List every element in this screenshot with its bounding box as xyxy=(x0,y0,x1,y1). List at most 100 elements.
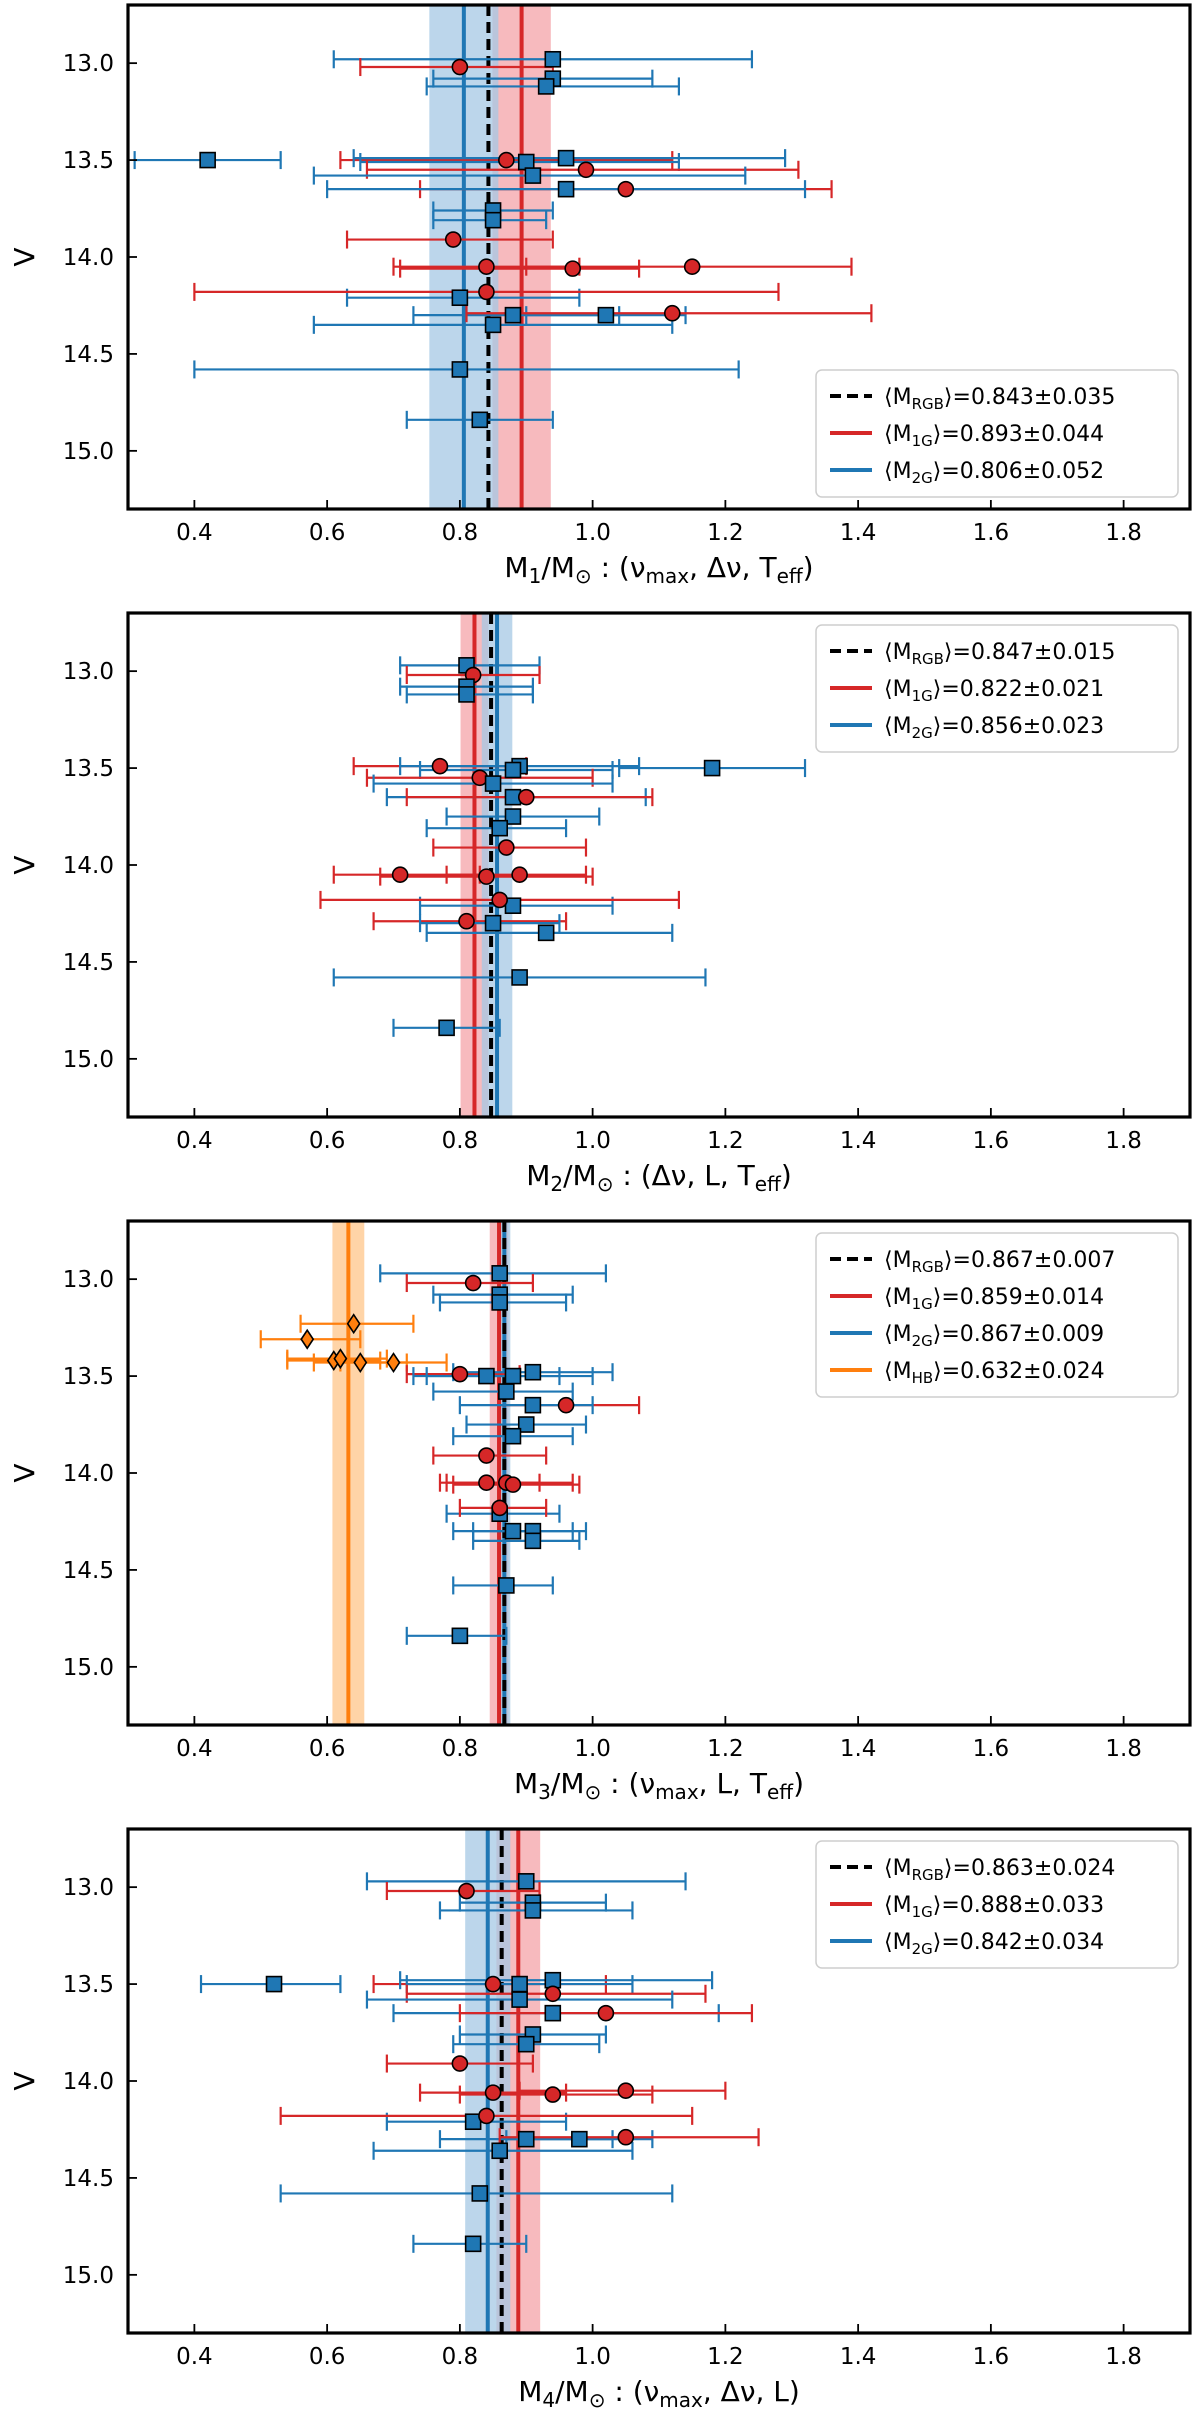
x-tick-label: 1.4 xyxy=(840,1128,877,1154)
x-tick-label: 1.4 xyxy=(840,520,877,546)
data-point-2g xyxy=(544,2004,562,2022)
legend-entry-1g: ⟨M1G⟩=0.888±0.033 xyxy=(884,1893,1104,1921)
legend-entry-rgb: ⟨MRGB⟩=0.843±0.035 xyxy=(884,385,1115,413)
data-point-2g xyxy=(451,1627,469,1645)
x-label-subscript: eff xyxy=(767,1780,794,1804)
x-label-text: /M xyxy=(551,1767,585,1800)
legend-entry-hb: ⟨MHB⟩=0.632±0.024 xyxy=(884,1359,1105,1387)
x-tick-label: 0.6 xyxy=(309,520,346,546)
data-point-2g xyxy=(524,1363,542,1381)
y-tick-label: 15.0 xyxy=(63,1655,114,1681)
data-point-2g xyxy=(484,775,502,792)
legend-subscript: 2G xyxy=(912,1332,933,1350)
y-tick-label: 14.5 xyxy=(63,950,114,976)
data-point-2g xyxy=(491,1294,509,1311)
data-point-1g xyxy=(478,283,495,301)
x-label-text: : ( xyxy=(592,551,630,584)
legend: ⟨MRGB⟩=0.843±0.035 ⟨M1G⟩=0.893±0.044 ⟨M2G⟩… xyxy=(815,369,1179,498)
data-point-hb xyxy=(333,1348,348,1370)
data-point-1g xyxy=(597,2004,615,2022)
data-point-1g xyxy=(498,151,515,169)
legend-symbol: ⟨M xyxy=(884,385,912,410)
data-point-2g xyxy=(438,1019,455,1037)
y-tick-label: 13.0 xyxy=(63,1267,114,1293)
data-point-2g xyxy=(703,759,721,777)
y-tick-label: 13.5 xyxy=(63,1972,114,1998)
x-label-symbol: M xyxy=(514,1767,538,1800)
data-point-2g xyxy=(478,1367,495,1385)
data-point-1g xyxy=(444,231,462,248)
x-label-subscript: max xyxy=(645,564,689,588)
data-point-1g xyxy=(451,58,469,76)
legend-box xyxy=(815,369,1179,498)
x-tick-label: 0.8 xyxy=(442,1128,479,1154)
legend-entry-1g: ⟨M1G⟩=0.893±0.044 xyxy=(884,422,1104,450)
data-point-1g xyxy=(458,912,475,930)
x-tick-label: 1.2 xyxy=(707,1128,744,1154)
data-point-1g xyxy=(491,1499,509,1517)
legend-symbol: ⟨M xyxy=(884,1248,912,1273)
x-label-text: , Δν, T xyxy=(689,551,777,584)
data-point-2g xyxy=(504,808,522,825)
legend-value: ⟩=0.843±0.035 xyxy=(944,385,1115,410)
data-point-2g xyxy=(524,1532,542,1550)
x-label-text: ν xyxy=(630,551,646,584)
legend-subscript: RGB xyxy=(912,650,944,668)
data-point-1g xyxy=(478,1474,495,1491)
data-point-1g xyxy=(451,1365,469,1383)
y-axis-label: V xyxy=(8,2071,41,2090)
x-tick-label: 0.6 xyxy=(309,1736,346,1762)
data-point-2g xyxy=(265,1975,283,1993)
x-tick-label: 1.0 xyxy=(574,2344,611,2370)
data-point-1g xyxy=(544,1985,562,2003)
y-tick-label: 14.0 xyxy=(63,2069,114,2095)
x-tick-label: 0.6 xyxy=(309,1128,346,1154)
legend-subscript: 1G xyxy=(912,432,933,450)
data-point-hb xyxy=(353,1352,368,1373)
x-tick-label: 0.4 xyxy=(176,1128,213,1154)
data-point-hb xyxy=(300,1328,315,1350)
data-point-2g xyxy=(498,1383,515,1400)
data-point-2g xyxy=(491,819,509,837)
data-point-2g xyxy=(504,761,522,779)
x-label-subscript: max xyxy=(655,1780,699,1804)
data-point-2g xyxy=(524,167,542,184)
x-tick-label: 1.6 xyxy=(973,1128,1010,1154)
legend-entry-2g: ⟨M2G⟩=0.867±0.009 xyxy=(884,1322,1104,1350)
legend: ⟨MRGB⟩=0.867±0.007⟨M1G⟩=0.859±0.014⟨M2G⟩… xyxy=(815,1232,1179,1398)
data-point-1g xyxy=(544,2086,562,2103)
legend-value: ⟩=0.867±0.007 xyxy=(944,1248,1115,1273)
data-point-1g xyxy=(511,866,528,883)
data-point-2g xyxy=(484,316,502,334)
legend-box xyxy=(815,1232,1179,1398)
legend-symbol: ⟨M xyxy=(884,640,912,665)
legend-subscript: RGB xyxy=(912,1258,944,1276)
legend-entry-1g: ⟨M1G⟩=0.822±0.021 xyxy=(884,677,1104,705)
data-point-2g xyxy=(544,1971,562,1989)
legend-entry-2g: ⟨M2G⟩=0.806±0.052 xyxy=(884,459,1104,487)
data-point-2g xyxy=(537,78,555,95)
y-tick-label: 14.5 xyxy=(63,2166,114,2192)
x-tick-label: 0.4 xyxy=(176,2344,213,2370)
x-label-text: ) xyxy=(781,1159,792,1192)
x-label-text: ν xyxy=(644,2375,660,2408)
x-tick-label: 0.8 xyxy=(442,1736,479,1762)
x-label-subscript: 3 xyxy=(538,1780,551,1804)
x-tick-label: 1.2 xyxy=(707,2344,744,2370)
x-label-text: /M xyxy=(555,2375,589,2408)
data-point-1g xyxy=(391,866,409,883)
x-tick-label: 1.8 xyxy=(1105,520,1142,546)
legend-value: ⟩=0.888±0.033 xyxy=(933,1893,1104,1918)
data-point-1g xyxy=(577,161,595,179)
x-tick-label: 1.6 xyxy=(973,520,1010,546)
x-axis-label: M3/M⊙ : (νmax, L, Teff) xyxy=(514,1767,804,1804)
data-point-2g xyxy=(504,1522,522,1540)
x-tick-label: 0.4 xyxy=(176,1736,213,1762)
x-label-text: : ( xyxy=(605,2375,643,2408)
data-point-2g xyxy=(517,2035,535,2053)
error-bar xyxy=(332,50,754,69)
legend-value: ⟩=0.806±0.052 xyxy=(933,459,1104,484)
legend-symbol: ⟨M xyxy=(884,714,912,739)
y-tick-label: 13.0 xyxy=(63,51,114,77)
